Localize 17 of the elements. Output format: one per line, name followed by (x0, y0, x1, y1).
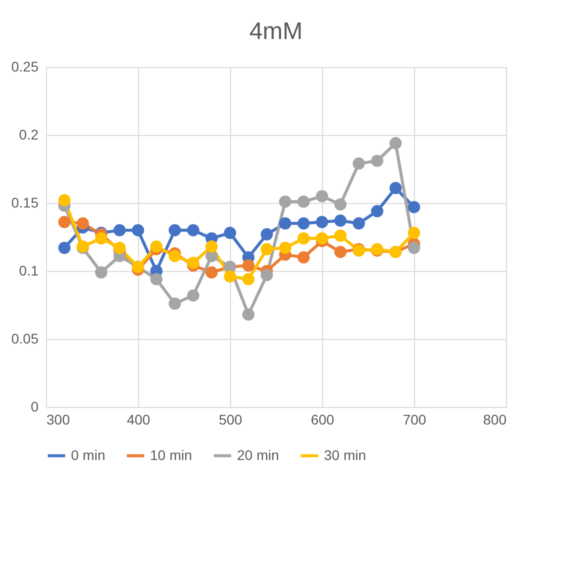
y-tick-label: 0.2 (19, 126, 39, 142)
x-tick-label: 700 (402, 412, 426, 428)
x-tick-label: 500 (218, 412, 242, 428)
chart-title: 4mM (249, 18, 303, 45)
x-tick-label: 400 (126, 412, 150, 428)
x-tick-label: 800 (483, 412, 507, 428)
x-tick-label: 300 (46, 412, 70, 428)
y-tick-label: 0.25 (11, 58, 39, 74)
y-tick-label: 0.15 (11, 194, 39, 210)
legend-label: 0 min (71, 446, 106, 463)
legend-label: 10 min (150, 446, 192, 463)
x-tick-label: 600 (310, 412, 334, 428)
y-tick-label: 0.1 (19, 262, 39, 278)
legend-label: 30 min (324, 446, 366, 463)
y-tick-label: 0.05 (11, 330, 39, 346)
legend-label: 20 min (237, 446, 280, 463)
y-tick-label: 0 (30, 398, 39, 414)
